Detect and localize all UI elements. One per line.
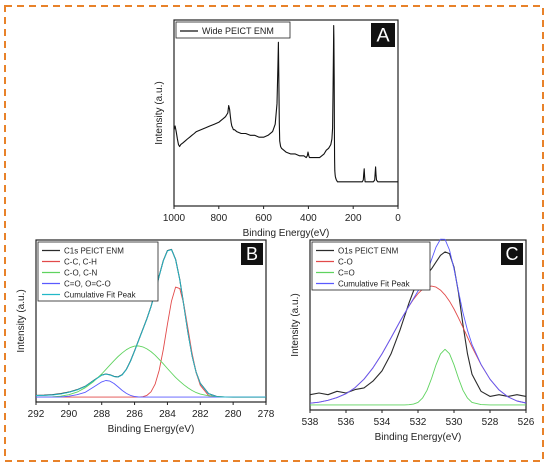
x-tick-label: 288 <box>93 409 110 420</box>
panel-b: 292 290 288 286 284 282 280 278 Binding Energy(e… <box>16 239 275 435</box>
x-tick-label: 284 <box>159 409 176 420</box>
legend-entry: C-C, C-H <box>64 257 97 266</box>
x-tick-label: 538 <box>302 417 319 428</box>
x-tick-label: 280 <box>225 409 242 420</box>
series-line-1 <box>173 25 398 183</box>
panel-label: B <box>246 244 258 264</box>
plot-frame <box>173 19 399 207</box>
y-axis-title: Intensity (a.u.) <box>16 289 27 352</box>
plot-frame <box>35 239 267 403</box>
x-tick-label: 532 <box>410 417 427 428</box>
series-line-5 <box>35 249 266 398</box>
x-tick-label: 400 <box>300 213 317 224</box>
x-tick-label: 534 <box>374 417 391 428</box>
legend-entry: C-O, C-N <box>64 268 98 277</box>
legend-entry: Wide PEICT ENM <box>202 26 274 36</box>
x-tick-label: 530 <box>446 417 463 428</box>
x-tick-label: 278 <box>258 409 275 420</box>
x-tick-label: 536 <box>338 417 355 428</box>
x-tick-label: 800 <box>210 213 227 224</box>
series-line-3 <box>310 348 526 406</box>
legend-entry: O1s PEICT ENM <box>338 246 399 255</box>
series-line-4 <box>36 380 266 398</box>
legend-entry: Cumulative Fit Peak <box>338 279 411 288</box>
panel-c: 538 536 534 532 530 528 526 Binding Energy(eV) I… <box>290 238 535 443</box>
x-axis-title: Binding Energy(eV) <box>375 432 462 443</box>
legend-entry: C=O, O=C-O <box>64 279 111 288</box>
series-line-2 <box>309 285 527 404</box>
legend-entry: C1s PEICT ENM <box>64 246 124 255</box>
panel-label-box <box>371 23 395 47</box>
legend-box <box>37 241 159 302</box>
x-tick-label: 526 <box>518 417 535 428</box>
y-axis-title: Intensity (a.u.) <box>154 81 165 144</box>
x-tick-label: 528 <box>482 417 499 428</box>
x-tick-label: 200 <box>345 213 362 224</box>
x-tick-label: 282 <box>192 409 209 420</box>
legend-box <box>175 21 291 39</box>
legend-entry: C=O <box>338 268 355 277</box>
panel-label-box <box>501 243 523 265</box>
x-tick-label: 1000 <box>163 213 186 224</box>
x-tick-label: 292 <box>28 409 45 420</box>
panel-label: C <box>505 244 518 264</box>
series-line-2 <box>36 286 266 398</box>
outer-dashed-frame <box>4 5 544 462</box>
x-axis-title: Binding Energy(eV) <box>243 228 330 239</box>
series-line-3 <box>36 345 266 398</box>
x-tick-label: 0 <box>395 213 401 224</box>
panel-label: A <box>376 25 390 47</box>
x-tick-label: 286 <box>126 409 143 420</box>
panel-label-box <box>241 243 263 265</box>
x-axis-title: Binding Energy(eV) <box>108 424 195 435</box>
x-tick-label: 290 <box>61 409 78 420</box>
legend-entry: C-O <box>338 257 353 266</box>
panel-a: 1000 800 600 400 200 0 Binding Energy(eV) Inten… <box>154 19 401 239</box>
x-tick-label: 600 <box>255 213 272 224</box>
legend-entry: Cumulative Fit Peak <box>64 290 137 299</box>
y-axis-title: Intensity (a.u.) <box>290 293 301 356</box>
